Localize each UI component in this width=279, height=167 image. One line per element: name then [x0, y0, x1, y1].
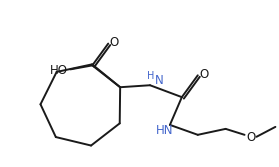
- Text: HO: HO: [49, 64, 68, 77]
- Text: HN: HN: [156, 124, 174, 137]
- Text: O: O: [246, 131, 255, 144]
- Text: O: O: [199, 68, 208, 81]
- Text: O: O: [110, 36, 119, 49]
- Text: N: N: [155, 74, 164, 87]
- Text: H: H: [147, 71, 155, 81]
